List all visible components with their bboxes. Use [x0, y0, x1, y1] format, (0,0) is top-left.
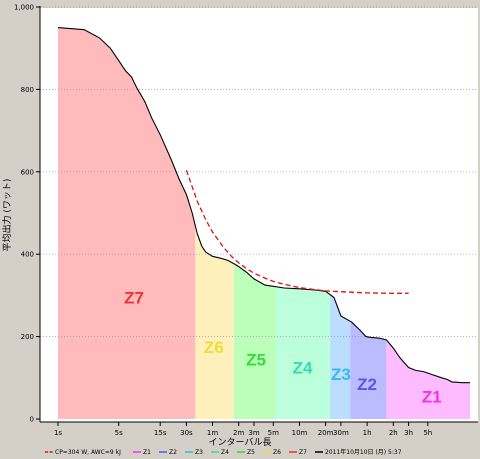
x-tick-label-1h: 1h — [363, 429, 372, 437]
y-tick-label-0: 0 — [30, 416, 34, 424]
x-tick-label-2m: 2m — [233, 429, 244, 437]
zone-fill-z2 — [350, 321, 387, 419]
zone-fill-z5 — [233, 263, 276, 419]
x-ticks: 1s 5s 15s 30s 1m 2m 3m 5m 10m 20m 30m 1h 2h 3h 5h — [54, 422, 432, 437]
y-tick-label-600: 600 — [21, 168, 34, 176]
legend-label-z1: Z1 — [143, 449, 151, 456]
ride-power-curve — [57, 27, 470, 384]
x-axis-label: インターバル長 — [209, 437, 272, 448]
zone-label-z5: Z5 — [246, 350, 266, 369]
zones-layer — [58, 27, 470, 419]
y-tick-label-400: 400 — [21, 251, 34, 259]
x-tick-label-1m: 1m — [207, 429, 218, 437]
x-tick-label-5h: 5h — [423, 429, 432, 437]
x-tick-label-15s: 15s — [154, 429, 167, 437]
zone-fill-z4 — [275, 286, 331, 419]
x-tick-label-1s: 1s — [54, 429, 62, 437]
legend-label-z7: Z7 — [299, 449, 307, 456]
zone-label-z1: Z1 — [422, 388, 442, 407]
x-tick-label-5m: 5m — [268, 429, 279, 437]
legend-label-z3: Z3 — [195, 449, 203, 456]
grid-layer — [40, 6, 478, 337]
legend: CP=304 W, AWC=9 kJ Z1 Z2 Z3 Z4 Z5 Z6 Z7 2011年10月… — [45, 448, 402, 456]
zone-fill-z7 — [58, 27, 196, 419]
y-axis-label: 平均出力 (ワット) — [1, 179, 13, 252]
curves-layer — [57, 27, 470, 384]
y-tick-label-1000: 1,000 — [14, 4, 34, 12]
x-tick-label-3m: 3m — [248, 429, 259, 437]
zone-fill-z3 — [330, 294, 351, 419]
zone-label-z7: Z7 — [124, 289, 144, 308]
x-tick-label-20m: 20m — [318, 429, 334, 437]
axes-layer — [39, 6, 478, 423]
x-tick-label-2h: 2h — [389, 429, 398, 437]
legend-label-ride: 2011年10月10日 (月) 5:37 — [325, 448, 402, 456]
zone-label-z2: Z2 — [357, 375, 377, 394]
cp-model-curve — [185, 169, 409, 294]
y-ticks: 0 200 400 600 800 1,000 — [14, 4, 40, 424]
x-tick-label-10m: 10m — [292, 429, 308, 437]
zone-label-z4: Z4 — [293, 359, 313, 378]
zone-label-z6: Z6 — [204, 338, 224, 357]
legend-label-z4: Z4 — [221, 449, 229, 456]
zone-fill-z1 — [386, 339, 470, 419]
zone-fill-z6 — [195, 225, 234, 419]
x-tick-label-30m: 30m — [333, 429, 349, 437]
x-tick-label-30s: 30s — [180, 429, 193, 437]
x-tick-label-5s: 5s — [115, 429, 123, 437]
x-tick-label-3h: 3h — [404, 429, 413, 437]
zone-labels-layer: Z7 Z6 Z5 Z4 Z3 Z2 Z1 — [124, 289, 442, 407]
y-tick-label-800: 800 — [21, 86, 34, 94]
legend-label-z5: Z5 — [247, 449, 255, 456]
y-tick-label-200: 200 — [21, 333, 34, 341]
legend-label-cp-line: CP=304 W, AWC=9 kJ — [55, 449, 121, 456]
legend-label-z6: Z6 — [273, 449, 281, 456]
zone-label-z3: Z3 — [331, 365, 351, 384]
legend-label-z2: Z2 — [169, 449, 177, 456]
